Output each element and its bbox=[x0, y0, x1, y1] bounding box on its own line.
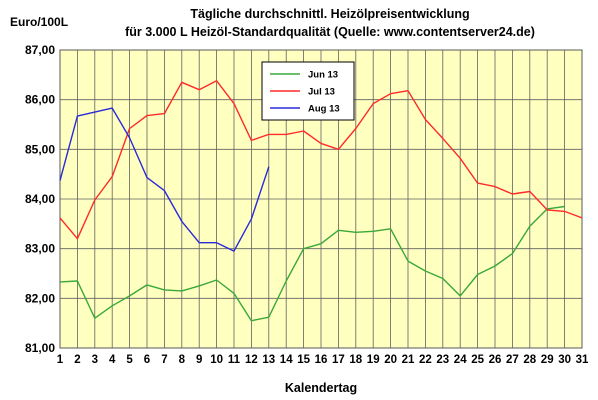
series-line-jul-13 bbox=[59, 80, 583, 240]
y-axis-unit-label: Euro/100L bbox=[10, 15, 68, 29]
x-tick-label: 28 bbox=[523, 354, 536, 366]
x-tick-label: 16 bbox=[315, 354, 328, 366]
x-tick-label: 22 bbox=[419, 354, 432, 366]
x-tick-label: 1 bbox=[57, 354, 64, 366]
x-axis-label: Kalendertag bbox=[285, 381, 357, 395]
x-tick-label: 3 bbox=[92, 354, 98, 366]
chart-subtitle: für 3.000 L Heizöl-Standardqualität (Que… bbox=[125, 25, 535, 39]
y-tick-label: 83,00 bbox=[25, 242, 55, 256]
x-tick-label: 12 bbox=[245, 354, 258, 366]
x-tick-label: 19 bbox=[367, 354, 380, 366]
x-tick-label: 24 bbox=[454, 354, 467, 366]
x-tick-label: 18 bbox=[349, 354, 362, 366]
x-tick-label: 25 bbox=[471, 354, 484, 366]
y-tick-label: 86,00 bbox=[25, 93, 55, 107]
x-tick-label: 7 bbox=[161, 354, 167, 366]
y-tick-label: 87,00 bbox=[25, 43, 55, 57]
x-tick-label: 27 bbox=[506, 354, 519, 366]
series-line-jun-13 bbox=[59, 205, 565, 322]
chart-title: Tägliche durchschnittl. Heizölpreisentwi… bbox=[190, 7, 469, 21]
x-tick-label: 26 bbox=[489, 354, 502, 366]
y-tick-labels: 81,00 82,00 83,00 84,00 85,00 86,00 87,00 bbox=[25, 43, 55, 355]
x-tick-label: 15 bbox=[297, 354, 310, 366]
x-tick-label: 2 bbox=[74, 354, 80, 366]
x-tick-label: 14 bbox=[280, 354, 293, 366]
x-tick-label: 8 bbox=[179, 354, 186, 366]
y-tick-label: 85,00 bbox=[25, 142, 55, 156]
series-line-aug-13 bbox=[59, 107, 270, 252]
x-tick-label: 31 bbox=[576, 354, 589, 366]
legend-label: Aug 13 bbox=[308, 104, 340, 115]
x-tick-label: 11 bbox=[228, 354, 241, 366]
x-tick-label: 6 bbox=[144, 354, 150, 366]
legend: Jun 13 Jul 13 Aug 13 bbox=[261, 61, 355, 121]
legend-entries: Jun 13 Jul 13 Aug 13 bbox=[270, 70, 340, 115]
x-tick-label: 17 bbox=[332, 354, 345, 366]
legend-label: Jun 13 bbox=[308, 70, 338, 81]
x-tick-label: 23 bbox=[436, 354, 449, 366]
legend-label: Jul 13 bbox=[308, 87, 335, 98]
y-tick-label: 84,00 bbox=[25, 192, 55, 206]
series-lines bbox=[59, 80, 583, 322]
x-tick-labels: 1 2 3 4 5 6 7 8 9 10 11 12 13 14 15 16 17 18 19 20 21 22 23 24 2… bbox=[57, 354, 589, 366]
x-tick-label: 5 bbox=[126, 354, 133, 366]
x-tick-label: 13 bbox=[262, 354, 275, 366]
x-tick-label: 30 bbox=[558, 354, 571, 366]
x-tick-label: 21 bbox=[402, 354, 415, 366]
x-tick-label: 4 bbox=[109, 354, 116, 366]
y-tick-label: 82,00 bbox=[25, 291, 55, 305]
x-tick-label: 20 bbox=[384, 354, 397, 366]
x-tick-label: 10 bbox=[210, 354, 223, 366]
x-tick-label: 29 bbox=[541, 354, 554, 366]
y-tick-label: 81,00 bbox=[25, 341, 55, 355]
x-tick-label: 9 bbox=[196, 354, 202, 366]
